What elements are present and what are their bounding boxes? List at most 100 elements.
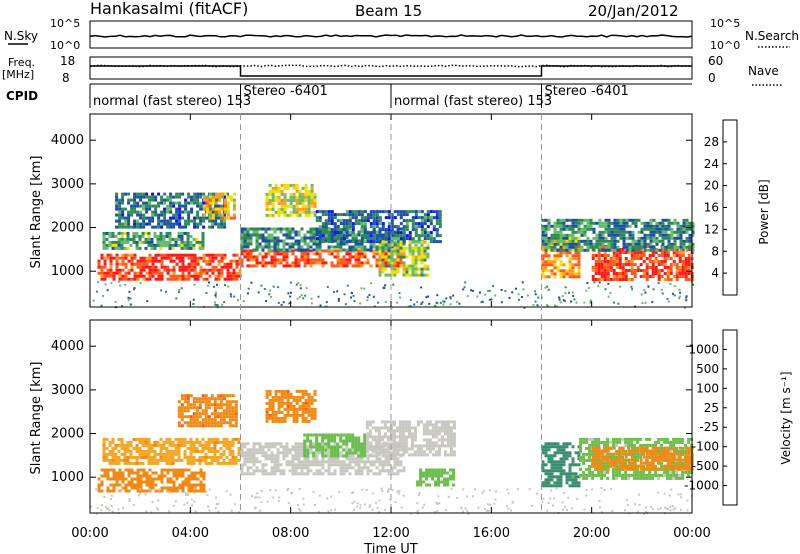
heatmap-cell: [192, 418, 196, 422]
heatmap-cell: [673, 218, 677, 222]
heatmap-cell: [679, 295, 682, 298]
heatmap-cell: [593, 281, 596, 284]
heatmap-cell: [255, 261, 259, 265]
heatmap-cell: [601, 248, 605, 252]
heatmap-cell: [345, 240, 349, 244]
heatmap-cell: [153, 455, 157, 459]
heatmap-cell: [417, 210, 421, 214]
heatmap-cell: [309, 261, 313, 265]
heatmap-cell: [369, 460, 373, 464]
heatmap-cell: [378, 457, 382, 461]
heatmap-cell: [327, 228, 331, 232]
heatmap-cell: [547, 275, 551, 279]
heatmap-cell: [640, 236, 644, 240]
heatmap-cell: [384, 273, 388, 277]
heatmap-cell: [232, 277, 236, 281]
heatmap-cell: [550, 269, 554, 273]
heatmap-cell: [299, 287, 302, 290]
heatmap-cell: [649, 242, 653, 246]
heatmap-cell: [313, 210, 317, 214]
heatmap-cell: [258, 242, 262, 246]
heatmap-cell: [249, 252, 253, 256]
heatmap-cell: [544, 227, 548, 231]
heatmap-cell: [145, 201, 149, 205]
heatmap-cell: [184, 225, 188, 229]
heatmap-cell: [378, 237, 382, 241]
heatmap-cell: [547, 469, 551, 473]
heatmap-cell: [431, 471, 435, 475]
heatmap-cell: [411, 210, 415, 214]
heatmap-cell: [177, 421, 181, 425]
heatmap-cell: [118, 210, 122, 214]
heatmap-cell: [298, 195, 302, 199]
heatmap-cell: [598, 242, 602, 246]
heatmap-cell: [404, 450, 408, 454]
heatmap-cell: [117, 237, 121, 241]
heatmap-cell: [327, 442, 331, 446]
heatmap-cell: [279, 261, 283, 265]
heatmap-cell: [541, 239, 545, 243]
heatmap-cell: [271, 192, 275, 196]
heatmap-cell: [303, 439, 307, 443]
heatmap-cell: [363, 460, 367, 464]
heatmap-cell: [564, 286, 567, 289]
heatmap-cell: [189, 452, 193, 456]
heatmap-cell: [273, 442, 277, 446]
heatmap-cell: [315, 227, 319, 231]
heatmap-cell: [378, 234, 382, 238]
heatmap-cell: [636, 269, 640, 272]
heatmap-cell: [213, 301, 216, 304]
heatmap-cell: [414, 243, 418, 247]
heatmap-cell: [102, 452, 106, 456]
heatmap-cell: [407, 420, 411, 424]
heatmap-cell: [208, 201, 212, 205]
heatmap-cell: [393, 472, 397, 476]
heatmap-cell: [210, 397, 214, 401]
heatmap-cell: [205, 195, 209, 199]
heatmap-cell: [562, 251, 566, 255]
heatmap-cell: [541, 233, 545, 237]
heatmap-cell: [117, 449, 121, 453]
heatmap-cell: [582, 476, 586, 480]
heatmap-cell: [217, 198, 221, 202]
heatmap-cell: [649, 233, 653, 237]
heatmap-cell: [580, 221, 584, 225]
heatmap-cell: [360, 457, 364, 461]
heatmap-cell: [333, 463, 337, 467]
heatmap-cell: [297, 466, 301, 470]
heatmap-cell: [196, 483, 200, 487]
heatmap-cell: [423, 216, 427, 220]
heatmap-cell: [615, 275, 619, 278]
heatmap-cell: [258, 460, 262, 464]
heatmap-cell: [422, 450, 426, 454]
heatmap-cell: [246, 242, 250, 246]
heatmap-cell: [309, 236, 313, 240]
heatmap-cell: [691, 233, 695, 237]
heatmap-cell: [285, 233, 289, 237]
heatmap-cell: [556, 254, 560, 258]
heatmap-cell: [177, 449, 181, 453]
heatmap-cell: [250, 281, 253, 284]
heatmap-cell: [327, 213, 331, 217]
heatmap-cell: [342, 231, 346, 235]
heatmap-cell: [310, 195, 314, 199]
heatmap-cell: [651, 301, 654, 304]
heatmap-cell: [633, 263, 637, 266]
heatmap-cell: [550, 478, 554, 482]
heatmap-cell: [399, 234, 403, 238]
heatmap-cell: [354, 233, 358, 237]
heatmap-cell: [357, 472, 361, 476]
heatmap-cell: [660, 260, 664, 263]
heatmap-cell: [405, 225, 409, 229]
heatmap-cell: [205, 268, 209, 272]
heatmap-cell: [643, 224, 647, 228]
heatmap-cell: [133, 486, 137, 490]
heatmap-cell: [297, 242, 301, 246]
heatmap-cell: [545, 304, 548, 307]
heatmap-cell: [309, 264, 313, 268]
heatmap-cell: [321, 445, 325, 449]
heatmap-cell: [211, 253, 215, 257]
heatmap-cell: [151, 471, 155, 475]
heatmap-cell: [145, 207, 149, 211]
heatmap-cell: [559, 457, 563, 461]
